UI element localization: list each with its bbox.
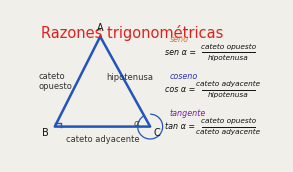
Text: Razones trigonométricas: Razones trigonométricas (41, 25, 224, 41)
Text: B: B (42, 128, 49, 138)
Text: α: α (134, 119, 139, 128)
Text: tangente: tangente (169, 109, 206, 118)
Text: tan α =: tan α = (165, 122, 195, 131)
Text: cateto adyacente: cateto adyacente (196, 129, 260, 135)
Text: hipotenusa: hipotenusa (208, 55, 249, 61)
Text: A: A (97, 23, 103, 33)
Text: seno: seno (169, 35, 188, 44)
Text: cateto
opuesto: cateto opuesto (39, 72, 73, 91)
Text: cateto opuesto: cateto opuesto (201, 44, 256, 50)
Text: cateto adyacente: cateto adyacente (66, 135, 139, 144)
Text: cateto opuesto: cateto opuesto (201, 118, 256, 124)
Text: sen α =: sen α = (165, 48, 196, 57)
Text: cateto adyacente: cateto adyacente (196, 81, 260, 87)
Text: coseno: coseno (169, 72, 198, 81)
Text: hipotenusa: hipotenusa (106, 73, 153, 82)
Text: cos α =: cos α = (165, 85, 195, 94)
Text: hipotenusa: hipotenusa (208, 92, 249, 98)
Text: C: C (154, 128, 160, 138)
